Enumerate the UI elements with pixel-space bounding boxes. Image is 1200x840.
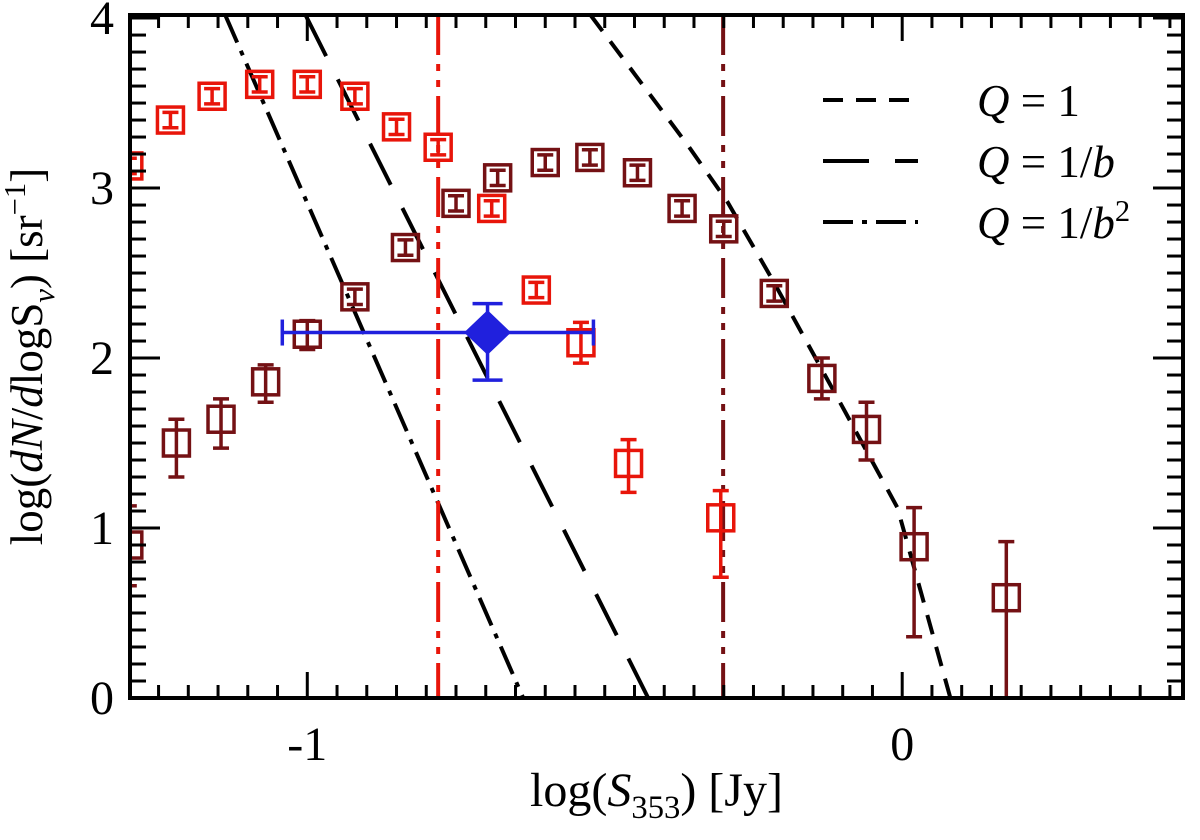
data-point bbox=[706, 488, 736, 580]
data-point bbox=[130, 151, 144, 181]
data-point bbox=[244, 69, 275, 100]
data-point bbox=[155, 105, 186, 135]
data-point bbox=[807, 356, 837, 401]
data-point bbox=[340, 81, 370, 112]
red-squares bbox=[130, 69, 736, 580]
data-point bbox=[899, 505, 929, 639]
data-point bbox=[206, 397, 236, 450]
q1b2-line bbox=[223, 15, 526, 698]
legend-label: Q = 1/b bbox=[977, 137, 1115, 187]
data-point bbox=[708, 214, 739, 244]
legend: Q = 1 Q = 1/b Q = 1/b2 bbox=[823, 76, 1130, 248]
data-point bbox=[667, 193, 697, 224]
data-point bbox=[991, 539, 1022, 698]
data-point bbox=[390, 232, 421, 263]
legend-entry-2: Q = 1/b2 bbox=[823, 194, 1130, 248]
model-lines bbox=[223, 15, 953, 698]
data-point bbox=[476, 193, 507, 224]
data-point bbox=[441, 188, 471, 219]
data-point bbox=[622, 157, 653, 188]
data-point bbox=[566, 320, 596, 365]
data-point bbox=[575, 142, 605, 173]
legend-label: Q = 1 bbox=[977, 76, 1080, 126]
data-point bbox=[613, 437, 644, 495]
legend-entry-0: Q = 1 bbox=[823, 76, 1080, 126]
data-point bbox=[851, 400, 882, 462]
x-tick-labels: -1 0 bbox=[287, 718, 914, 771]
y-tick-label: 1 bbox=[90, 502, 114, 555]
data-layer bbox=[130, 15, 1022, 698]
data-point bbox=[292, 69, 323, 100]
y-axis-ticks bbox=[130, 16, 1183, 700]
data-point bbox=[759, 278, 790, 309]
data-point bbox=[482, 163, 513, 193]
y-tick-label: 0 bbox=[90, 672, 114, 725]
plot-frame bbox=[128, 13, 1185, 700]
legend-label: Q = 1/b2 bbox=[977, 194, 1130, 248]
y-tick-label: 4 bbox=[90, 0, 114, 45]
y-tick-label: 2 bbox=[90, 332, 114, 385]
blue-diamond-marker bbox=[464, 310, 511, 355]
y-axis-label: log(dN/dlogSν) [sr−1] bbox=[0, 168, 61, 545]
dark-red-squares bbox=[130, 142, 1022, 698]
data-point bbox=[530, 147, 561, 178]
blue-point bbox=[280, 301, 596, 382]
data-point bbox=[161, 417, 192, 479]
q1b-line bbox=[303, 15, 650, 698]
x-tick-label: 0 bbox=[890, 718, 914, 771]
data-point bbox=[197, 81, 227, 112]
data-point bbox=[521, 275, 552, 305]
data-point bbox=[423, 132, 453, 162]
y-tick-labels: 0 1 2 3 4 bbox=[90, 0, 114, 725]
data-point bbox=[340, 282, 370, 312]
data-point bbox=[292, 318, 323, 352]
data-point bbox=[250, 363, 281, 404]
x-tick-label: -1 bbox=[287, 718, 327, 771]
x-axis-ticks bbox=[157, 15, 1172, 698]
data-point bbox=[381, 112, 412, 142]
x-axis-label: log(S353) [Jy] bbox=[530, 764, 783, 826]
y-tick-label: 3 bbox=[90, 162, 114, 215]
legend-entry-1: Q = 1/b bbox=[823, 137, 1115, 187]
q1-line bbox=[588, 15, 953, 698]
